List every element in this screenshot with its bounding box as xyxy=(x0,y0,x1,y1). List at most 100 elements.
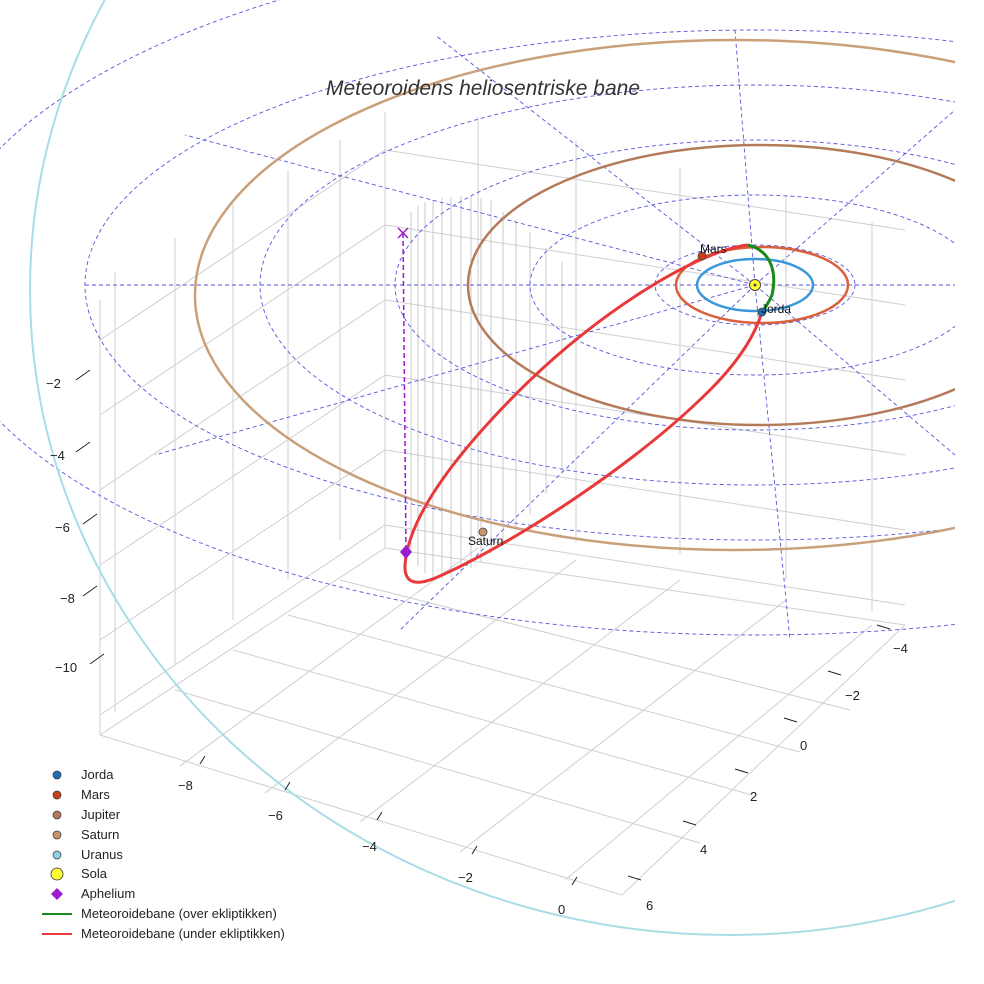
mars-orbit xyxy=(674,245,850,325)
legend: Jorda Mars Jupiter Saturn Uranus Sola Ap… xyxy=(42,767,285,941)
ecliptic-spoke xyxy=(154,284,756,456)
legend-label: Jupiter xyxy=(81,807,121,822)
pane-line xyxy=(339,579,851,711)
pane-line xyxy=(99,734,623,896)
y-tick-label: −4 xyxy=(893,641,908,656)
y-tick-label: −2 xyxy=(845,688,860,703)
legend-marker-saturn xyxy=(52,830,62,840)
pane-line xyxy=(459,599,787,853)
x-tick-label: −6 xyxy=(268,808,283,823)
planet-label-mars: Mars xyxy=(700,242,727,256)
ecliptic-spoke xyxy=(754,284,791,641)
x-tick-label: 0 xyxy=(558,902,565,917)
planet-label-saturn: Saturn xyxy=(468,534,503,548)
legend-marker-uranus xyxy=(52,850,62,860)
y-tick-label: 0 xyxy=(800,738,807,753)
pane-line xyxy=(384,149,906,231)
mars-marker xyxy=(697,251,707,261)
y-tick-label: 6 xyxy=(646,898,653,913)
legend-item: Jorda xyxy=(52,767,114,782)
x-axis: −8 −6 −4 −2 0 xyxy=(178,755,578,917)
pane-line xyxy=(99,149,386,341)
pane-line xyxy=(179,547,479,767)
saturn-marker xyxy=(478,527,488,537)
pane-line xyxy=(264,559,577,794)
legend-marker-jorda xyxy=(52,770,62,780)
sun-core xyxy=(753,283,757,287)
pane-line xyxy=(99,524,386,716)
pane-line xyxy=(384,449,906,531)
pane-line xyxy=(564,624,873,881)
legend-label: Aphelium xyxy=(81,886,135,901)
legend-label: Sola xyxy=(81,866,108,881)
legend-item: Mars xyxy=(52,787,110,802)
jupiter-orbit xyxy=(466,143,955,427)
pane-line xyxy=(384,524,906,606)
ecliptic-spoke xyxy=(434,34,756,286)
pane-line xyxy=(384,224,906,306)
drop-lines xyxy=(410,196,563,579)
z-tick-label: −4 xyxy=(50,448,65,463)
pane-line xyxy=(99,224,386,416)
uranus-orbit xyxy=(29,0,955,936)
pane-line xyxy=(359,579,681,823)
legend-item: Aphelium xyxy=(51,886,135,901)
pane-grid xyxy=(99,112,906,896)
z-tick-label: −6 xyxy=(55,520,70,535)
aphelium-projection xyxy=(402,232,407,552)
x-tick-label: −8 xyxy=(178,778,193,793)
planet-label-earth: Jorda xyxy=(761,302,791,316)
legend-item: Sola xyxy=(50,866,108,881)
legend-label: Uranus xyxy=(81,847,123,862)
planet-markers xyxy=(478,251,767,537)
ecliptic-spoke xyxy=(734,29,756,286)
z-tick-label: −10 xyxy=(55,660,77,675)
pane-line xyxy=(384,299,906,381)
z-tick-label: −8 xyxy=(60,591,75,606)
legend-marker-mars xyxy=(52,790,62,800)
chart-title: Meteoroidens heliosentriske bane xyxy=(326,77,640,100)
pane-line xyxy=(232,649,753,796)
pane-line xyxy=(99,299,386,491)
pane-line xyxy=(99,449,386,641)
legend-item: Saturn xyxy=(52,827,119,842)
legend-label: Mars xyxy=(81,787,110,802)
legend-item: Jupiter xyxy=(52,807,121,822)
z-tick-label: −2 xyxy=(46,376,61,391)
legend-item: Uranus xyxy=(52,847,123,862)
y-axis: −4 −2 0 2 4 6 xyxy=(627,624,908,913)
legend-item: Meteoroidebane (under ekliptikken) xyxy=(42,926,285,941)
legend-label: Meteoroidebane (under ekliptikken) xyxy=(81,926,285,941)
aphelium-x-marker xyxy=(397,227,409,239)
x-tick-label: −4 xyxy=(362,839,377,854)
ecliptic-spoke xyxy=(184,134,756,286)
z-axis: −2 −4 −6 −8 −10 xyxy=(46,369,105,675)
meteoroid-orbit-below xyxy=(403,243,764,584)
ecliptic-spoke xyxy=(754,284,955,456)
pane-line xyxy=(99,547,386,736)
earth-orbit xyxy=(695,257,815,313)
saturn-orbit xyxy=(193,38,955,552)
legend-item: Meteoroidebane (over ekliptikken) xyxy=(42,906,277,921)
legend-label: Meteoroidebane (over ekliptikken) xyxy=(81,906,277,921)
meteoroid-orbit-above xyxy=(747,243,776,313)
ecliptic-spoke xyxy=(399,284,756,631)
ecliptic-grid xyxy=(0,0,955,641)
pane-line xyxy=(287,614,801,753)
aphelium-marker xyxy=(400,545,412,559)
x-tick-label: −2 xyxy=(458,870,473,885)
pane-line xyxy=(174,689,701,844)
y-tick-label: 4 xyxy=(700,842,707,857)
y-tick-label: 2 xyxy=(750,789,757,804)
legend-label: Jorda xyxy=(81,767,114,782)
legend-label: Saturn xyxy=(81,827,119,842)
earth-marker xyxy=(757,307,767,317)
ecliptic-spoke xyxy=(754,109,955,286)
legend-marker-sola xyxy=(50,867,64,881)
pane-line xyxy=(99,374,386,566)
pane-line xyxy=(621,624,906,896)
legend-marker-jupiter xyxy=(52,810,62,820)
legend-marker-aphelium xyxy=(51,888,63,900)
pane-line xyxy=(384,374,906,456)
